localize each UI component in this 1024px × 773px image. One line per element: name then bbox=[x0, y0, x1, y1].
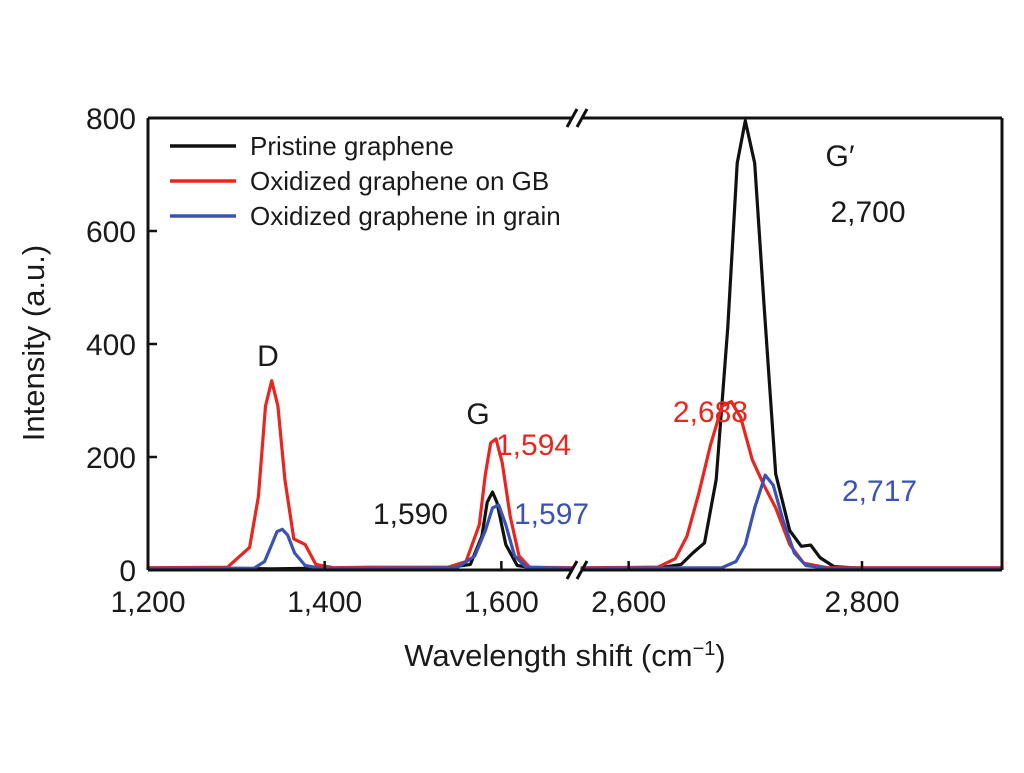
x-tick-label: 1,200 bbox=[110, 586, 185, 619]
y-tick-label: 800 bbox=[86, 103, 136, 136]
peak-label: 1,594 bbox=[496, 429, 571, 462]
x-axis-label: Wavelength shift (cm−1) bbox=[404, 638, 725, 673]
legend-label: Oxidized graphene on GB bbox=[250, 166, 549, 196]
series-line-3 bbox=[146, 473, 1004, 570]
series-layer bbox=[146, 119, 1004, 571]
break-slash bbox=[575, 108, 589, 128]
peak-label: G′ bbox=[826, 140, 855, 173]
break-slash bbox=[565, 108, 579, 128]
legend: Pristine graphene Oxidized graphene on GB… bbox=[170, 131, 561, 231]
peak-label: 2,700 bbox=[830, 196, 905, 229]
break-slash bbox=[565, 560, 579, 580]
break-slash bbox=[575, 560, 589, 580]
legend-label: Oxidized graphene in grain bbox=[250, 201, 561, 231]
peak-label: 1,597 bbox=[514, 498, 589, 531]
peak-annotations: D G G′ 2,700 1,594 1,590 1,597 2,688 2,717 bbox=[257, 140, 917, 531]
peak-label: 1,590 bbox=[373, 498, 448, 531]
x-tick-label: 1,400 bbox=[287, 586, 362, 619]
x-tick-label: 1,600 bbox=[464, 586, 539, 619]
peak-label: D bbox=[257, 340, 279, 373]
x-tick-label: 2,600 bbox=[591, 586, 666, 619]
y-tick-label: 200 bbox=[86, 442, 136, 475]
peak-label: 2,717 bbox=[842, 475, 917, 508]
y-tick-label: 600 bbox=[86, 216, 136, 249]
peak-label: 2,688 bbox=[673, 396, 748, 429]
y-axis-label: Intensity (a.u.) bbox=[16, 245, 51, 441]
tick-layer: 0 200 400 600 800 1,200 1,400 1,600 2,600 2,800 bbox=[86, 103, 900, 619]
x-tick-label: 2,800 bbox=[824, 586, 899, 619]
axis-break-marks bbox=[565, 108, 589, 580]
y-tick-label: 400 bbox=[86, 329, 136, 362]
y-tick-label: 0 bbox=[119, 555, 136, 588]
legend-label: Pristine graphene bbox=[250, 131, 454, 161]
peak-label: G bbox=[466, 398, 489, 431]
